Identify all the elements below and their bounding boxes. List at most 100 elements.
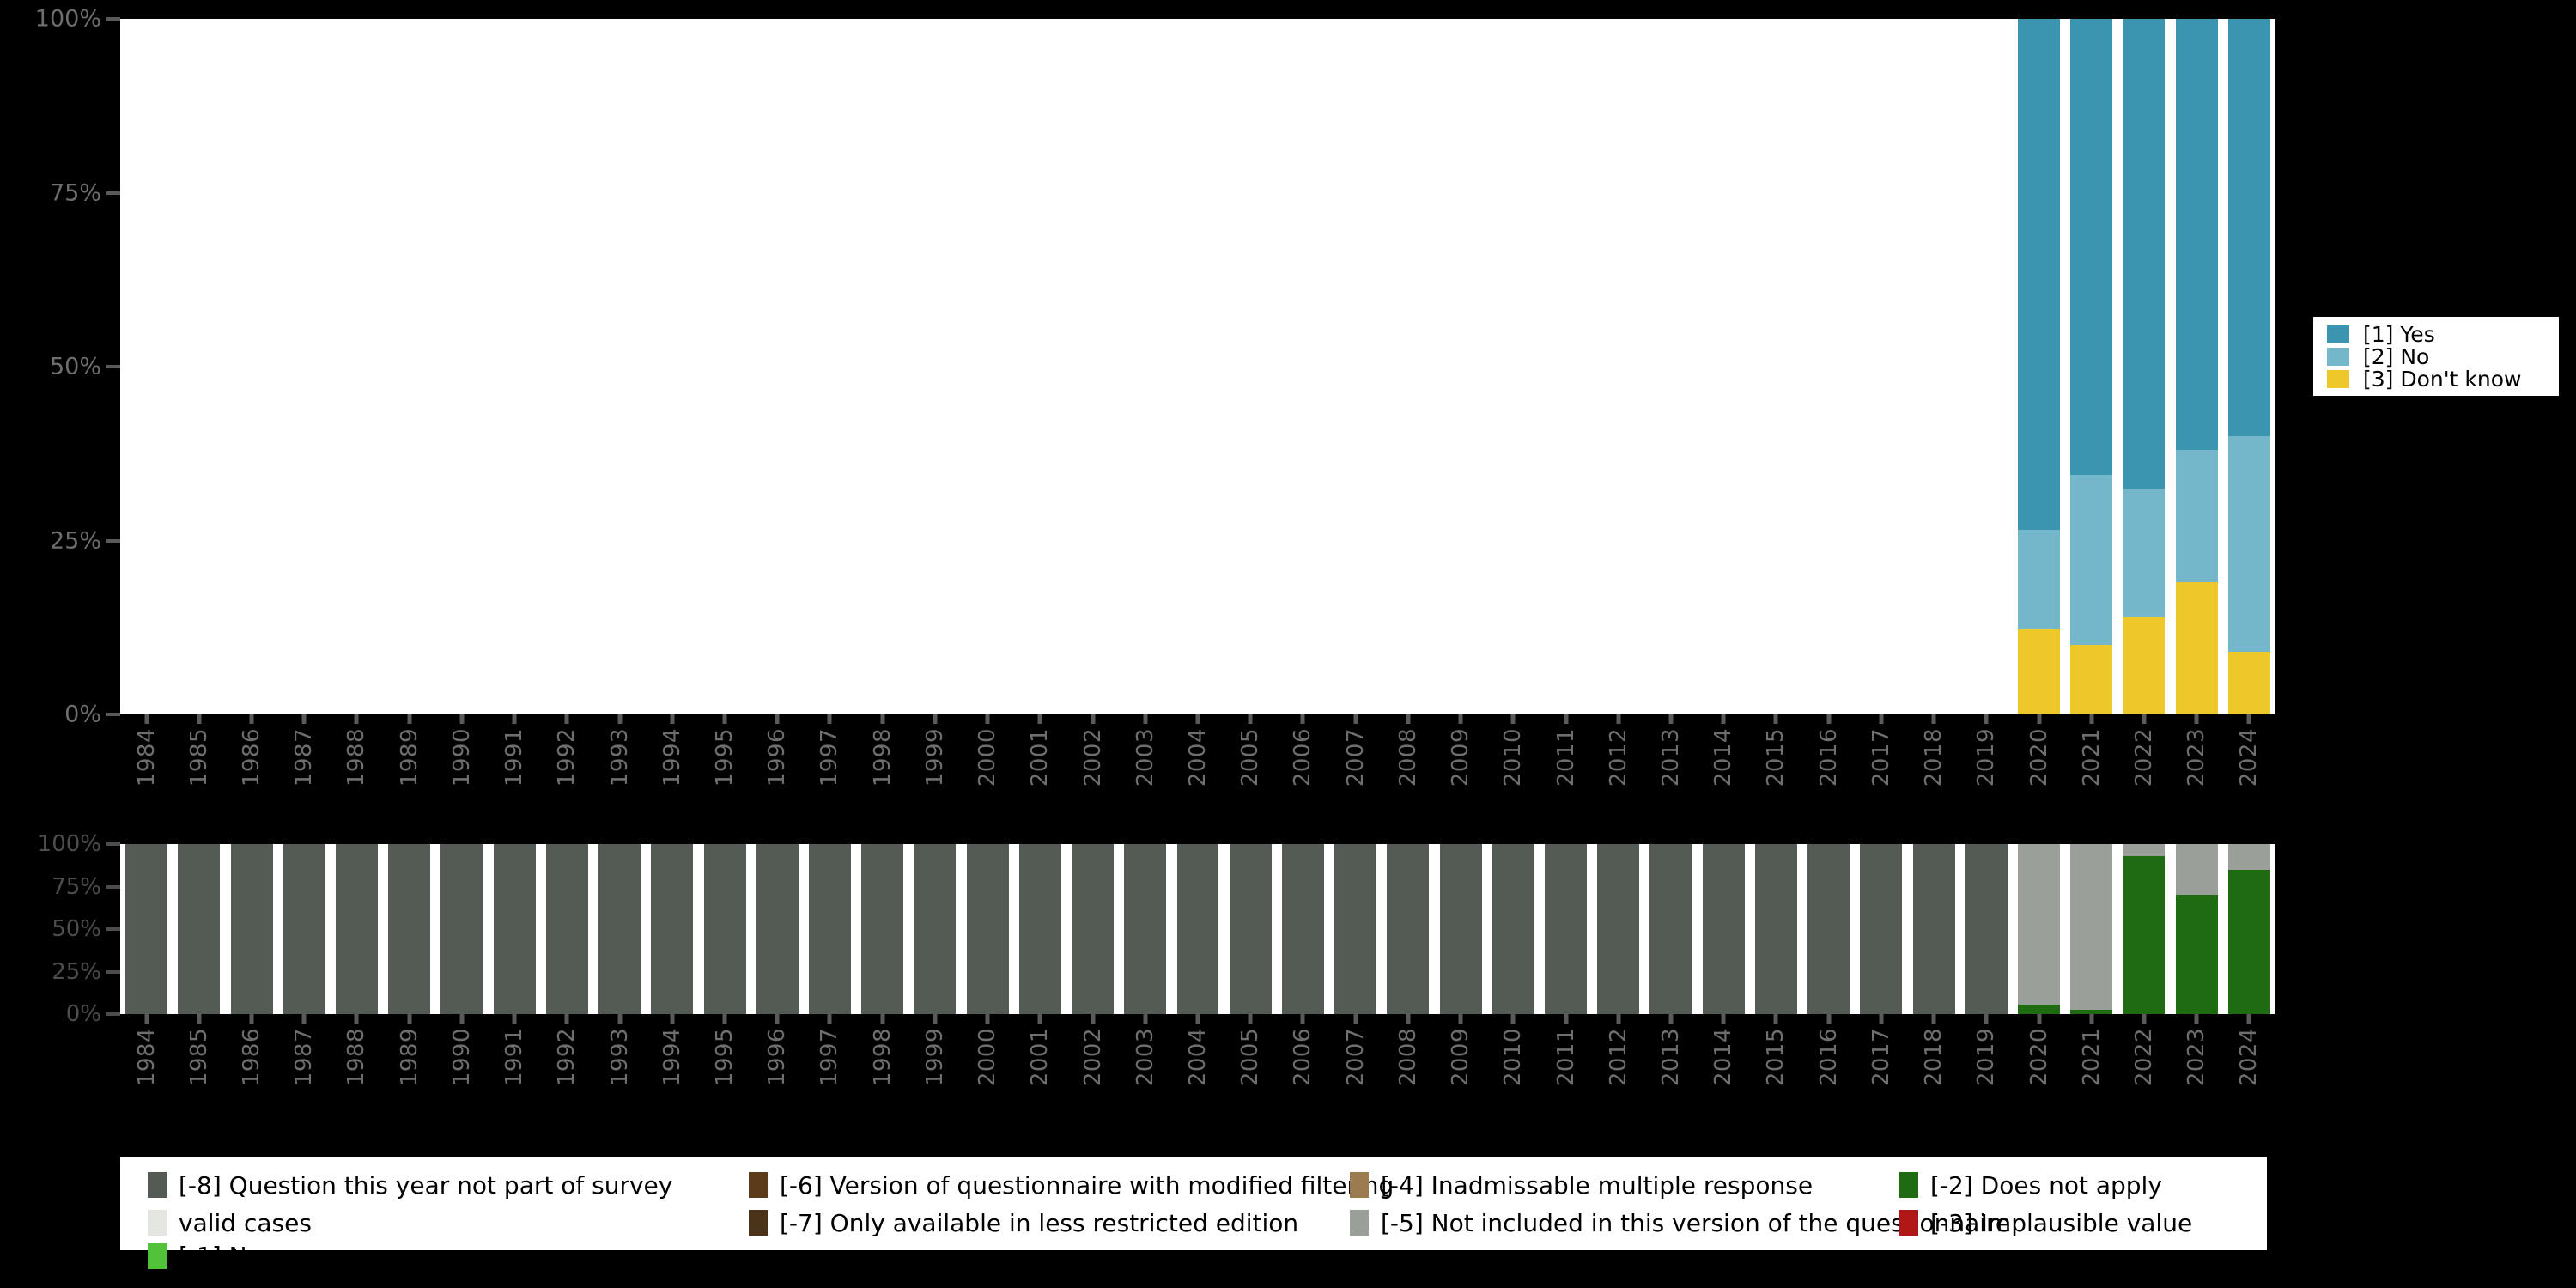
bar-column[interactable] <box>178 844 221 1014</box>
bar-column[interactable] <box>1754 844 1797 1014</box>
bar-segment[interactable] <box>1912 844 1955 1014</box>
bar-segment[interactable] <box>1176 844 1219 1014</box>
missing-legend-item[interactable]: [-7] Only available in less restricted e… <box>749 1209 1350 1237</box>
bar-segment[interactable] <box>230 844 273 1014</box>
bar-segment[interactable] <box>2123 844 2166 856</box>
bar-segment[interactable] <box>1702 844 1745 1014</box>
bar-column[interactable] <box>1018 844 1061 1014</box>
bar-segment[interactable] <box>178 844 221 1014</box>
bar-column[interactable] <box>808 844 851 1014</box>
bar-column[interactable] <box>756 844 799 1014</box>
missing-legend-item[interactable]: valid cases <box>148 1209 749 1237</box>
bar-segment[interactable] <box>1807 844 1850 1014</box>
bar-segment[interactable] <box>1334 844 1377 1014</box>
bar-segment[interactable] <box>1597 844 1640 1014</box>
bar-segment[interactable] <box>1860 844 1903 1014</box>
bar-segment[interactable] <box>2227 436 2270 653</box>
bar-column[interactable] <box>1912 844 1955 1014</box>
bar-segment[interactable] <box>2018 530 2060 630</box>
bar-segment[interactable] <box>1387 844 1430 1014</box>
bar-column[interactable] <box>861 844 904 1014</box>
missing-legend-item[interactable]: [-6] Version of questionnaire with modif… <box>749 1171 1394 1200</box>
bar-column[interactable] <box>1702 844 1745 1014</box>
bar-column[interactable] <box>2175 19 2218 714</box>
bar-segment[interactable] <box>2175 450 2218 583</box>
bar-segment[interactable] <box>1965 844 2008 1014</box>
bar-column[interactable] <box>388 844 431 1014</box>
bar-column[interactable] <box>914 844 957 1014</box>
bar-column[interactable] <box>598 844 641 1014</box>
bar-segment[interactable] <box>808 844 851 1014</box>
bar-column[interactable] <box>2123 844 2166 1014</box>
bar-column[interactable] <box>2070 844 2113 1014</box>
bar-segment[interactable] <box>2070 1010 2113 1014</box>
bar-segment[interactable] <box>1649 844 1692 1014</box>
value-legend-item[interactable]: [1] Yes <box>2313 322 2559 347</box>
bar-segment[interactable] <box>2123 855 2166 1014</box>
bar-segment[interactable] <box>2123 617 2166 714</box>
bar-segment[interactable] <box>651 844 694 1014</box>
bar-column[interactable] <box>1860 844 1903 1014</box>
bar-column[interactable] <box>1334 844 1377 1014</box>
bar-column[interactable] <box>1492 844 1534 1014</box>
bar-segment[interactable] <box>2175 895 2218 1014</box>
bar-segment[interactable] <box>2227 652 2270 714</box>
bar-segment[interactable] <box>966 844 1009 1014</box>
bar-column[interactable] <box>1387 844 1430 1014</box>
bar-column[interactable] <box>2018 844 2060 1014</box>
bar-column[interactable] <box>440 844 483 1014</box>
bar-segment[interactable] <box>2123 19 2166 489</box>
bar-segment[interactable] <box>2018 629 2060 714</box>
bar-column[interactable] <box>1229 844 1272 1014</box>
bar-segment[interactable] <box>493 844 536 1014</box>
bar-column[interactable] <box>2227 844 2270 1014</box>
bar-segment[interactable] <box>1072 844 1115 1014</box>
bar-segment[interactable] <box>1229 844 1272 1014</box>
bar-column[interactable] <box>2018 19 2060 714</box>
bar-segment[interactable] <box>2070 19 2113 475</box>
bar-segment[interactable] <box>2070 645 2113 714</box>
bar-segment[interactable] <box>545 844 588 1014</box>
value-legend-item[interactable]: [3] Don't know <box>2313 367 2559 392</box>
missing-legend-item[interactable]: [-4] Inadmissable multiple response <box>1350 1171 1899 1200</box>
bar-column[interactable] <box>1597 844 1640 1014</box>
missing-legend-item[interactable]: [-1] No answer <box>148 1242 749 1270</box>
bar-segment[interactable] <box>1545 844 1588 1014</box>
bar-segment[interactable] <box>2070 844 2113 1011</box>
bar-segment[interactable] <box>2018 844 2060 1005</box>
bar-column[interactable] <box>1545 844 1588 1014</box>
bar-column[interactable] <box>1124 844 1167 1014</box>
bar-segment[interactable] <box>914 844 957 1014</box>
bar-segment[interactable] <box>2227 869 2270 1014</box>
bar-column[interactable] <box>2227 19 2270 714</box>
bar-column[interactable] <box>703 844 746 1014</box>
bar-segment[interactable] <box>440 844 483 1014</box>
bar-column[interactable] <box>1649 844 1692 1014</box>
bar-segment[interactable] <box>2070 474 2113 645</box>
bar-column[interactable] <box>493 844 536 1014</box>
bar-column[interactable] <box>2070 19 2113 714</box>
bar-column[interactable] <box>230 844 273 1014</box>
bar-column[interactable] <box>1439 844 1482 1014</box>
bar-column[interactable] <box>1281 844 1324 1014</box>
bar-segment[interactable] <box>2018 19 2060 531</box>
value-legend-item[interactable]: [2] No <box>2313 344 2559 369</box>
bar-segment[interactable] <box>2175 844 2218 896</box>
bar-segment[interactable] <box>2175 582 2218 714</box>
bar-segment[interactable] <box>2175 19 2218 451</box>
bar-segment[interactable] <box>1281 844 1324 1014</box>
bar-column[interactable] <box>2175 844 2218 1014</box>
bar-column[interactable] <box>1807 844 1850 1014</box>
bar-column[interactable] <box>1965 844 2008 1014</box>
bar-column[interactable] <box>336 844 378 1014</box>
bar-segment[interactable] <box>125 844 168 1014</box>
missing-legend-item[interactable]: [-8] Question this year not part of surv… <box>148 1171 749 1200</box>
bar-segment[interactable] <box>1754 844 1797 1014</box>
bar-column[interactable] <box>1176 844 1219 1014</box>
bar-segment[interactable] <box>861 844 904 1014</box>
bar-segment[interactable] <box>1018 844 1061 1014</box>
bar-column[interactable] <box>966 844 1009 1014</box>
bar-column[interactable] <box>283 844 325 1014</box>
bar-segment[interactable] <box>1492 844 1534 1014</box>
bar-column[interactable] <box>545 844 588 1014</box>
